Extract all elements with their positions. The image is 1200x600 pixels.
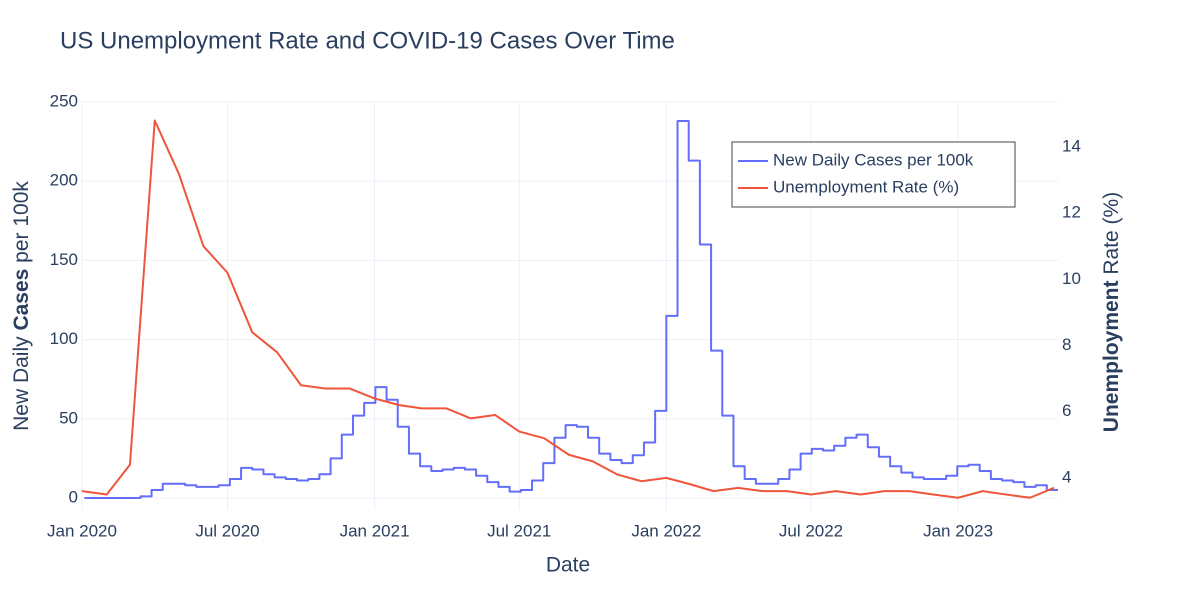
axis-title-part: New Daily xyxy=(10,331,33,431)
axis-title-part: Unemployment xyxy=(1100,280,1123,432)
x-tick-label: Jul 2022 xyxy=(779,521,843,540)
x-axis-title: Date xyxy=(546,554,590,577)
legend-box xyxy=(731,141,1016,208)
x-tick-label: Jul 2020 xyxy=(195,521,259,540)
x-tick-label: Jan 2020 xyxy=(47,521,117,540)
y-axis-title: New Daily Cases per 100k xyxy=(10,181,33,431)
y2-tick-label: 10 xyxy=(1062,269,1081,288)
y-tick-label: 250 xyxy=(50,91,78,110)
axis-title-part: per 100k xyxy=(10,181,33,269)
axis-title-part: Cases xyxy=(10,269,33,331)
y2-tick-label: 4 xyxy=(1062,467,1071,486)
x-tick-label: Jan 2021 xyxy=(340,521,410,540)
y2-tick-label: 6 xyxy=(1062,401,1071,420)
x-tick-label: Jan 2022 xyxy=(631,521,701,540)
chart-title: US Unemployment Rate and COVID-19 Cases … xyxy=(60,27,675,54)
series-line xyxy=(81,119,1055,499)
x-tick-label: Jan 2023 xyxy=(923,521,993,540)
legend-label: New Daily Cases per 100k xyxy=(773,150,974,169)
y2-tick-label: 14 xyxy=(1062,136,1081,155)
y-tick-label: 0 xyxy=(69,487,78,506)
y-tick-label: 100 xyxy=(50,329,78,348)
x-tick-label: Jul 2021 xyxy=(487,521,551,540)
y2-axis-title: Unemployment Rate (%) xyxy=(1100,192,1123,432)
y-tick-label: 150 xyxy=(50,250,78,269)
y-tick-label: 50 xyxy=(59,408,78,427)
y2-tick-label: 8 xyxy=(1062,335,1071,354)
axis-title-part: Rate (%) xyxy=(1100,192,1123,281)
legend-label: Unemployment Rate (%) xyxy=(773,177,959,196)
y2-tick-label: 12 xyxy=(1062,203,1081,222)
series-line xyxy=(84,120,1058,499)
y-tick-label: 200 xyxy=(50,171,78,190)
